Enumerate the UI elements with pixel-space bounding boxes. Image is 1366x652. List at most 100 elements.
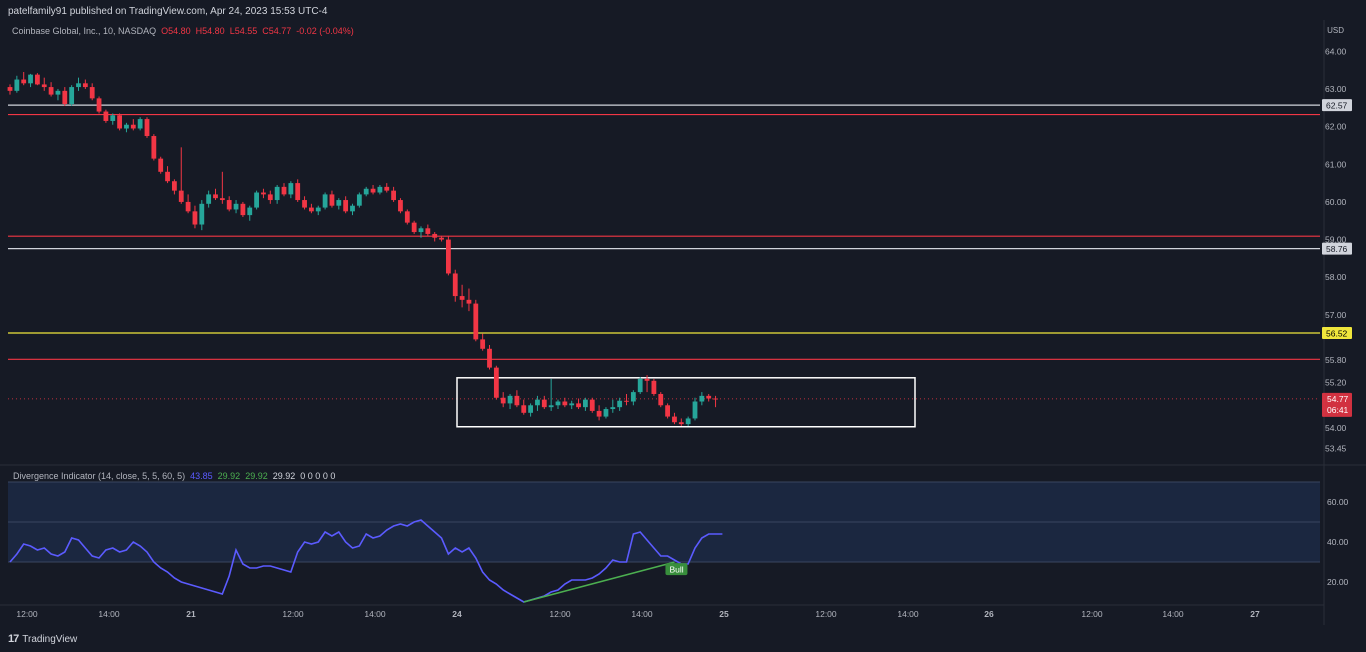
candle-body <box>350 205 355 212</box>
candle-body <box>706 395 712 399</box>
candle-body <box>603 409 609 417</box>
candle-body <box>637 378 643 393</box>
price-tick-label: 54.00 <box>1325 423 1347 433</box>
price-tick-label: 63.00 <box>1325 84 1347 94</box>
candle-body <box>117 115 122 129</box>
candle-body <box>219 198 225 201</box>
footer-brand[interactable]: 17 TradingView <box>8 633 77 645</box>
candle-body <box>692 401 698 419</box>
symbol-name: Coinbase Global, Inc., 10, NASDAQ <box>12 26 157 36</box>
candle-body <box>130 124 136 129</box>
symbol-legend[interactable]: Coinbase Global, Inc., 10, NASDAQ O54.80… <box>12 26 354 36</box>
candle-body <box>165 171 170 182</box>
time-tick-label: 14:00 <box>364 609 386 619</box>
candle-body <box>21 79 27 84</box>
candle-body <box>76 83 81 88</box>
candle-body <box>267 194 273 201</box>
candle-body <box>192 211 198 225</box>
indicator-value-1: 43.85 <box>190 471 213 481</box>
candle-body <box>28 74 33 84</box>
candle-body <box>493 367 499 398</box>
candle-body <box>713 398 718 400</box>
price-tick-label: 55.80 <box>1325 355 1347 365</box>
time-tick-label: 24 <box>452 609 462 619</box>
candle-body <box>555 401 561 406</box>
candle-body <box>699 395 705 402</box>
candle-body <box>651 380 657 394</box>
bull-label-bg <box>665 563 688 576</box>
candle-body <box>309 207 314 212</box>
candle-body <box>158 158 164 172</box>
candle-body <box>514 395 520 406</box>
candle-body <box>672 416 677 423</box>
candle-body <box>576 403 581 408</box>
candle-body <box>411 222 417 233</box>
indicator-legend[interactable]: Divergence Indicator (14, close, 5, 5, 6… <box>13 471 335 481</box>
indicator-tick-label: 60.00 <box>1327 497 1349 507</box>
low-value: L54.55 <box>229 26 258 36</box>
indicator-tick-label: 20.00 <box>1327 577 1349 587</box>
candle-body <box>69 87 75 105</box>
last-price-label-bg <box>1322 392 1352 417</box>
candle-body <box>617 400 623 408</box>
candle-body <box>137 119 143 129</box>
candle-body <box>404 211 410 223</box>
candle-body <box>363 188 369 195</box>
candle-body <box>343 200 349 212</box>
level-label-bg <box>1322 242 1352 255</box>
candle-body <box>178 190 184 202</box>
candle-body <box>610 407 616 410</box>
price-tick-label: 58.00 <box>1325 272 1347 282</box>
candle-body <box>329 194 335 206</box>
candle-body <box>459 296 465 300</box>
indicator-zeros: 0 0 0 0 0 <box>300 471 336 481</box>
publisher-header: patelfamily91 published on TradingView.c… <box>8 6 328 17</box>
candle-body <box>589 399 595 411</box>
bull-label: Bull <box>669 565 683 575</box>
price-tick-label: 60.00 <box>1325 197 1347 207</box>
candle-body <box>500 397 506 404</box>
candle-body <box>274 186 280 201</box>
high-value: H54.80 <box>195 26 225 36</box>
candle-body <box>151 136 157 159</box>
price-tick-label: 55.20 <box>1325 378 1347 388</box>
indicator-name: Divergence Indicator (14, close, 5, 5, 6… <box>13 471 186 481</box>
price-tick-label: 53.45 <box>1325 444 1347 454</box>
candle-body <box>487 348 492 368</box>
time-tick-label: 12:00 <box>16 609 38 619</box>
candle-body <box>240 203 246 216</box>
consolidation-box <box>456 377 916 428</box>
candle-body <box>583 399 588 408</box>
level-label-bg <box>1322 326 1352 339</box>
candle-body <box>124 124 129 129</box>
time-tick-label: 26 <box>984 609 994 619</box>
candle-body <box>685 418 691 425</box>
candle-body <box>336 200 342 206</box>
time-tick-label: 12:00 <box>1081 609 1103 619</box>
level-label-bg <box>1322 99 1352 112</box>
candle-body <box>7 87 13 91</box>
candle-body <box>144 119 150 137</box>
candle-body <box>41 84 47 88</box>
indicator-tick-label: 40.00 <box>1327 537 1349 547</box>
candle-body <box>185 201 191 212</box>
time-tick-label: 21 <box>186 609 196 619</box>
candle-body <box>315 207 321 212</box>
candle-body <box>678 422 684 425</box>
candle-body <box>302 200 307 208</box>
candle-body <box>96 98 102 112</box>
candle-body <box>322 194 328 208</box>
candle-body <box>226 200 232 210</box>
candle-body <box>521 405 527 413</box>
price-tick-label: 62.00 <box>1325 122 1347 132</box>
time-tick-label: 14:00 <box>1162 609 1184 619</box>
candle-body <box>569 403 575 406</box>
candle-body <box>528 405 533 413</box>
indicator-value-4: 29.92 <box>272 471 296 481</box>
candle-body <box>446 239 451 274</box>
bullish-divergence-line <box>523 561 675 603</box>
candle-body <box>432 233 438 238</box>
candle-body <box>596 410 602 417</box>
candle-body <box>199 203 205 225</box>
